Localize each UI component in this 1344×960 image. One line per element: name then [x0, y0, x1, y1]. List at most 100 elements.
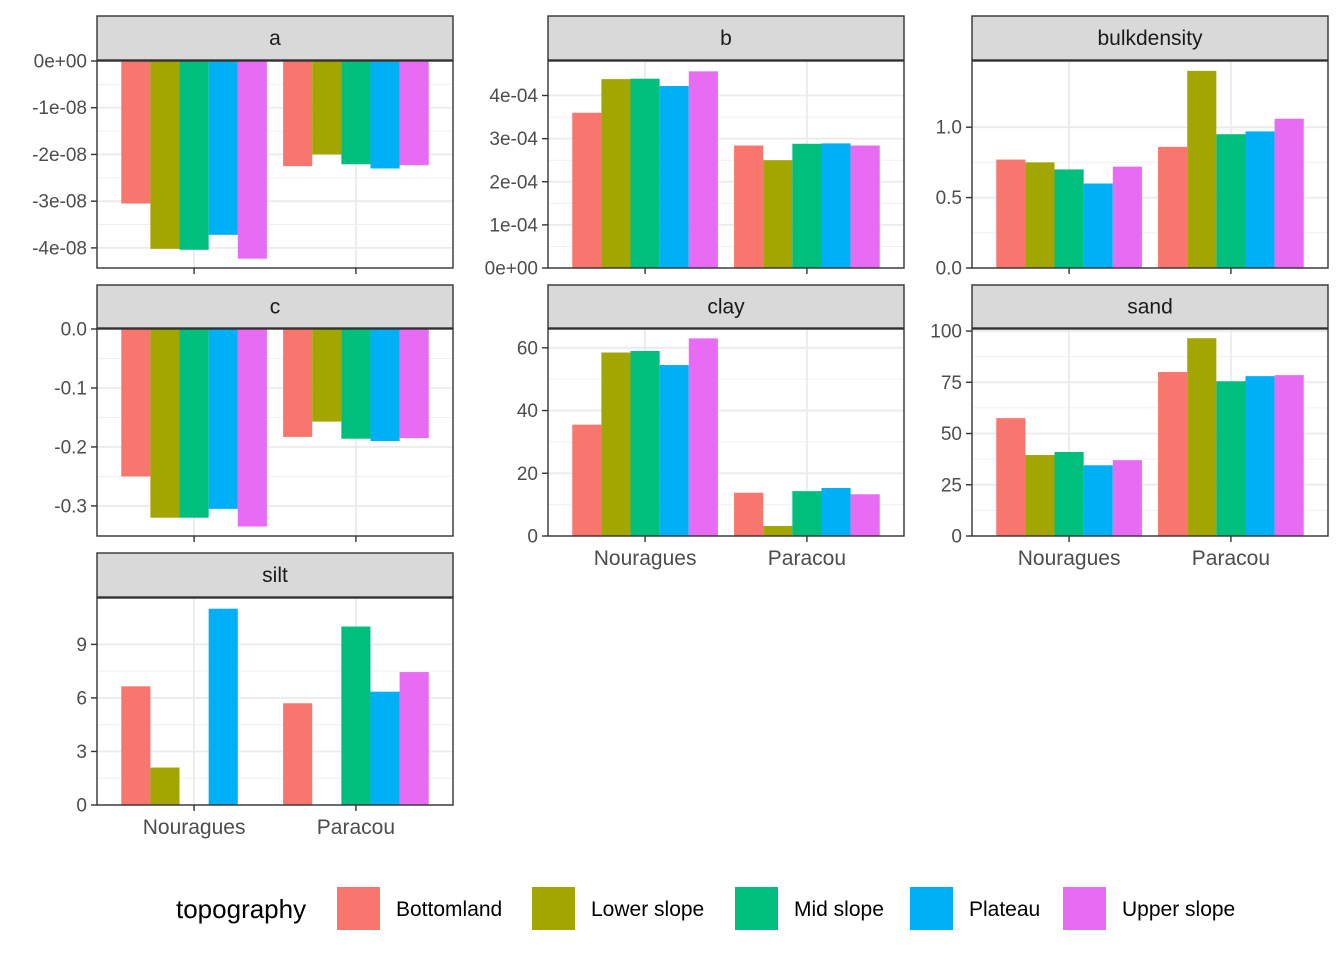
bar-sand-paracou-4	[1274, 375, 1304, 536]
bar-b-nouragues-3	[659, 86, 689, 268]
panel-border	[547, 60, 905, 269]
bar-silt-paracou-2	[341, 626, 371, 805]
y-tick-label: 75	[941, 373, 962, 394]
bar-c-nouragues-1	[150, 329, 180, 518]
legend-label: Bottomland	[396, 898, 502, 921]
y-tick-label: 60	[517, 338, 538, 359]
facet-strip	[96, 284, 454, 329]
bar-c-paracou-3	[370, 329, 400, 442]
bar-b-paracou-1	[763, 160, 793, 268]
facet-b: b 0e+00 1e-04 2e-04 3e-04 4e-04	[485, 15, 905, 280]
facet-strip	[96, 552, 454, 598]
bar-bulkdensity-nouragues-0	[996, 159, 1026, 268]
bar-a-nouragues-3	[208, 61, 238, 235]
bar-silt-nouragues-3	[208, 608, 238, 805]
y-tick-label: 0	[951, 527, 962, 548]
legend-key-3	[910, 887, 953, 930]
bar-clay-paracou-3	[821, 488, 851, 536]
y-tick-label: -4e-08	[32, 238, 87, 259]
panel-border	[96, 597, 454, 806]
bar-b-nouragues-4	[688, 71, 718, 268]
legend-key-0	[337, 887, 380, 930]
panel-border	[971, 328, 1329, 537]
bar-sand-nouragues-0	[996, 418, 1026, 536]
legend: topography Bottomland Lower slope Mid slope…	[176, 887, 1235, 930]
bar-c-paracou-1	[312, 329, 342, 422]
bar-clay-nouragues-1	[601, 352, 631, 536]
y-tick-label: 25	[941, 475, 962, 496]
bar-a-nouragues-1	[150, 61, 180, 249]
y-tick-label: -0.3	[54, 496, 87, 517]
y-tick-label: -2e-08	[32, 145, 87, 166]
bar-bulkdensity-paracou-1	[1187, 70, 1217, 268]
facet-a: a 0e+00 -1e-08 -2e-08 -3e-08 -4e-08	[32, 15, 454, 274]
facet-strip	[547, 15, 905, 61]
y-tick-label: 3e-04	[489, 129, 538, 150]
bar-sand-nouragues-2	[1054, 451, 1084, 536]
y-tick-label: 6	[76, 688, 87, 709]
facet-strip-label: c	[270, 296, 281, 319]
facet-c: c 0.0 -0.1 -0.2 -0.3	[54, 284, 454, 542]
legend-key-4	[1063, 887, 1106, 930]
facet-strip	[971, 284, 1329, 329]
facet-strip	[96, 15, 454, 61]
bar-c-paracou-4	[399, 329, 429, 439]
bar-silt-paracou-4	[399, 672, 429, 805]
y-tick-label: 1e-04	[489, 215, 538, 236]
bar-clay-paracou-2	[792, 491, 822, 536]
bar-sand-nouragues-4	[1112, 460, 1142, 536]
y-tick-label: 1.0	[936, 118, 962, 139]
x-tick-label: Nouragues	[594, 547, 697, 570]
legend-key-1	[532, 887, 575, 930]
bar-a-nouragues-2	[179, 61, 209, 250]
bar-clay-paracou-4	[850, 494, 880, 536]
y-tick-label: 0	[527, 527, 538, 548]
bar-bulkdensity-nouragues-1	[1025, 162, 1055, 268]
x-tick-label: Nouragues	[1018, 547, 1121, 570]
bar-clay-nouragues-3	[659, 365, 689, 536]
legend-label: Plateau	[969, 898, 1040, 921]
y-tick-label: 0	[76, 796, 87, 817]
bar-sand-paracou-1	[1187, 338, 1217, 536]
bar-sand-paracou-3	[1245, 376, 1275, 536]
bar-silt-nouragues-1	[150, 767, 180, 805]
y-tick-label: -0.1	[54, 378, 87, 399]
facet-strip	[547, 284, 905, 329]
bar-bulkdensity-nouragues-3	[1083, 183, 1113, 268]
bar-sand-nouragues-1	[1025, 455, 1055, 536]
bar-clay-paracou-0	[734, 492, 764, 536]
bar-b-nouragues-2	[630, 78, 660, 269]
bar-b-paracou-3	[821, 143, 851, 268]
bar-bulkdensity-paracou-2	[1216, 134, 1246, 268]
bar-silt-nouragues-0	[121, 686, 151, 805]
y-tick-label: 2e-04	[489, 172, 538, 193]
y-tick-label: 3	[76, 742, 87, 763]
y-tick-label: 0.0	[61, 320, 87, 341]
x-tick-label: Paracou	[317, 816, 395, 839]
bar-a-nouragues-4	[237, 61, 267, 259]
bar-bulkdensity-nouragues-4	[1112, 166, 1142, 268]
legend-label: Lower slope	[591, 898, 704, 921]
bar-b-paracou-4	[850, 145, 880, 268]
y-tick-label: 0.5	[936, 188, 962, 209]
facet-strip-label: clay	[707, 296, 745, 319]
y-tick-label: 50	[941, 424, 962, 445]
y-tick-label: -3e-08	[32, 192, 87, 213]
bar-b-paracou-2	[792, 143, 822, 268]
bar-c-paracou-0	[283, 329, 313, 437]
bar-bulkdensity-nouragues-2	[1054, 169, 1084, 268]
legend-label: Mid slope	[794, 898, 884, 921]
facet-strip-label: b	[720, 27, 732, 50]
bar-bulkdensity-paracou-4	[1274, 118, 1304, 268]
panel-border	[96, 60, 454, 269]
legend-label: Upper slope	[1122, 898, 1235, 921]
bar-b-nouragues-0	[572, 112, 602, 268]
bar-a-paracou-3	[370, 61, 400, 169]
bar-c-paracou-2	[341, 329, 371, 439]
bar-clay-nouragues-4	[688, 338, 718, 536]
y-tick-label: 0.0	[936, 259, 962, 280]
bar-silt-paracou-3	[370, 691, 400, 805]
bar-a-paracou-0	[283, 61, 313, 167]
bar-a-paracou-1	[312, 61, 342, 155]
bar-bulkdensity-paracou-0	[1158, 146, 1188, 268]
